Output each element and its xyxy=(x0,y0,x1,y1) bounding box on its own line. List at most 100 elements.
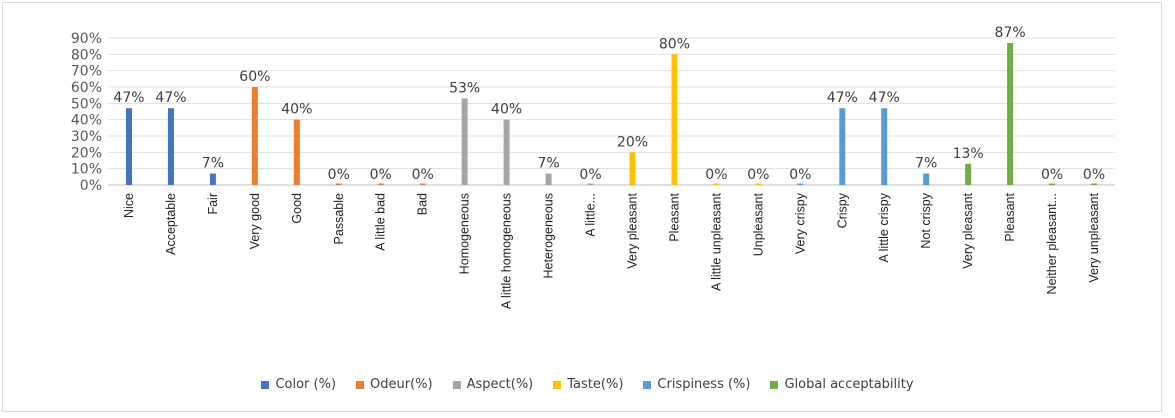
data-label: 7% xyxy=(915,156,937,172)
data-label: 0% xyxy=(328,167,350,183)
x-category-label: Unpleasant xyxy=(751,192,765,256)
x-category-label: Fair xyxy=(206,193,220,215)
legend-item: Color (%) xyxy=(261,377,336,392)
data-label: 0% xyxy=(705,167,727,183)
bar xyxy=(1049,183,1056,185)
x-category-label: A little homogeneous xyxy=(500,193,514,309)
bar xyxy=(419,183,426,185)
data-label: 0% xyxy=(1083,167,1105,183)
x-category-label: Neither pleasant... xyxy=(1045,193,1059,294)
y-tick-label: 10% xyxy=(71,162,102,178)
y-tick-label: 60% xyxy=(71,80,102,96)
x-category-label: Very good xyxy=(248,193,262,249)
bar xyxy=(503,119,510,185)
data-label: 47% xyxy=(113,90,144,106)
y-tick-label: 20% xyxy=(71,145,102,161)
legend-label: Crispiness (%) xyxy=(657,377,751,392)
y-tick-label: 40% xyxy=(71,113,102,129)
bar xyxy=(461,98,468,185)
data-label: 40% xyxy=(281,102,312,118)
data-label: 0% xyxy=(1041,167,1063,183)
legend-label: Aspect(%) xyxy=(466,377,534,392)
bar xyxy=(881,108,888,185)
x-category-label: A little... xyxy=(584,193,598,237)
y-tick-label: 30% xyxy=(71,129,102,145)
x-category-label: Heterogeneous xyxy=(542,193,556,278)
x-category-label: Very unpleasant xyxy=(1087,192,1101,282)
data-label: 0% xyxy=(747,167,769,183)
bar xyxy=(377,183,384,185)
y-tick-label: 90% xyxy=(71,31,102,47)
x-category-label: Very pleasant xyxy=(961,192,975,268)
bar xyxy=(671,54,678,186)
legend-item: Crispiness (%) xyxy=(643,377,750,392)
bar xyxy=(587,183,594,185)
x-category-label: Homogeneous xyxy=(458,193,472,274)
x-category-label: Bad xyxy=(416,193,430,215)
x-category-label: Very crispy xyxy=(793,192,807,254)
legend-label: Odeur(%) xyxy=(370,377,433,392)
bar xyxy=(923,173,930,185)
x-category-label: Nice xyxy=(122,193,136,218)
x-category-label: Crispy xyxy=(835,192,849,228)
data-label: 80% xyxy=(659,36,690,52)
y-tick-label: 80% xyxy=(71,47,102,63)
bar xyxy=(965,163,972,185)
bar xyxy=(713,183,720,185)
data-label: 0% xyxy=(579,167,601,183)
legend-label: Color (%) xyxy=(275,377,337,392)
legend-swatch xyxy=(643,380,652,389)
bar xyxy=(335,183,342,185)
bar xyxy=(545,173,552,185)
data-label: 0% xyxy=(370,167,392,183)
x-category-label: Passable xyxy=(332,193,346,244)
legend-swatch xyxy=(356,380,365,389)
legend-swatch xyxy=(452,380,461,389)
data-label: 20% xyxy=(617,134,648,150)
data-label: 47% xyxy=(155,90,186,106)
bar xyxy=(755,183,762,185)
bar xyxy=(293,119,300,185)
bar xyxy=(251,87,258,185)
data-label: 87% xyxy=(995,25,1026,41)
legend-item: Global acceptability xyxy=(770,377,914,392)
legend-item: Taste(%) xyxy=(553,377,623,392)
legend-label: Global acceptability xyxy=(784,377,914,392)
data-label: 60% xyxy=(239,69,270,85)
x-category-label: Good xyxy=(290,193,304,224)
bar xyxy=(839,108,846,185)
bar xyxy=(629,152,636,185)
data-label: 7% xyxy=(537,156,559,172)
data-label: 53% xyxy=(449,80,480,96)
legend-swatch xyxy=(261,380,270,389)
bar xyxy=(167,108,174,185)
data-label: 0% xyxy=(412,167,434,183)
x-category-label: A little crispy xyxy=(877,192,891,262)
x-category-label: Not crispy xyxy=(919,192,933,248)
y-tick-label: 50% xyxy=(71,96,102,112)
bar xyxy=(1007,42,1014,186)
x-category-label: A little bad xyxy=(374,193,388,251)
data-label: 47% xyxy=(869,90,900,106)
legend-swatch xyxy=(770,380,779,389)
legend-swatch xyxy=(553,380,562,389)
x-category-label: A little unpleasant xyxy=(709,192,723,291)
y-tick-label: 0% xyxy=(80,178,102,194)
bar xyxy=(797,183,804,185)
legend-item: Aspect(%) xyxy=(452,377,534,392)
x-category-label: Acceptable xyxy=(164,193,178,255)
data-label: 13% xyxy=(953,146,984,162)
x-category-label: Pleasant xyxy=(1003,192,1017,241)
bar xyxy=(1091,183,1098,185)
data-label: 47% xyxy=(827,90,858,106)
x-category-label: Pleasant xyxy=(667,192,681,241)
legend: Color (%) Odeur(%) Aspect(%) Taste(%) Crispi… xyxy=(0,377,1175,392)
bar xyxy=(209,173,216,185)
legend-item: Odeur(%) xyxy=(356,377,433,392)
legend-label: Taste(%) xyxy=(567,377,624,392)
data-label: 7% xyxy=(202,156,224,172)
x-category-label: Very pleasant xyxy=(625,192,639,268)
bar xyxy=(125,108,132,185)
data-label: 40% xyxy=(491,102,522,118)
